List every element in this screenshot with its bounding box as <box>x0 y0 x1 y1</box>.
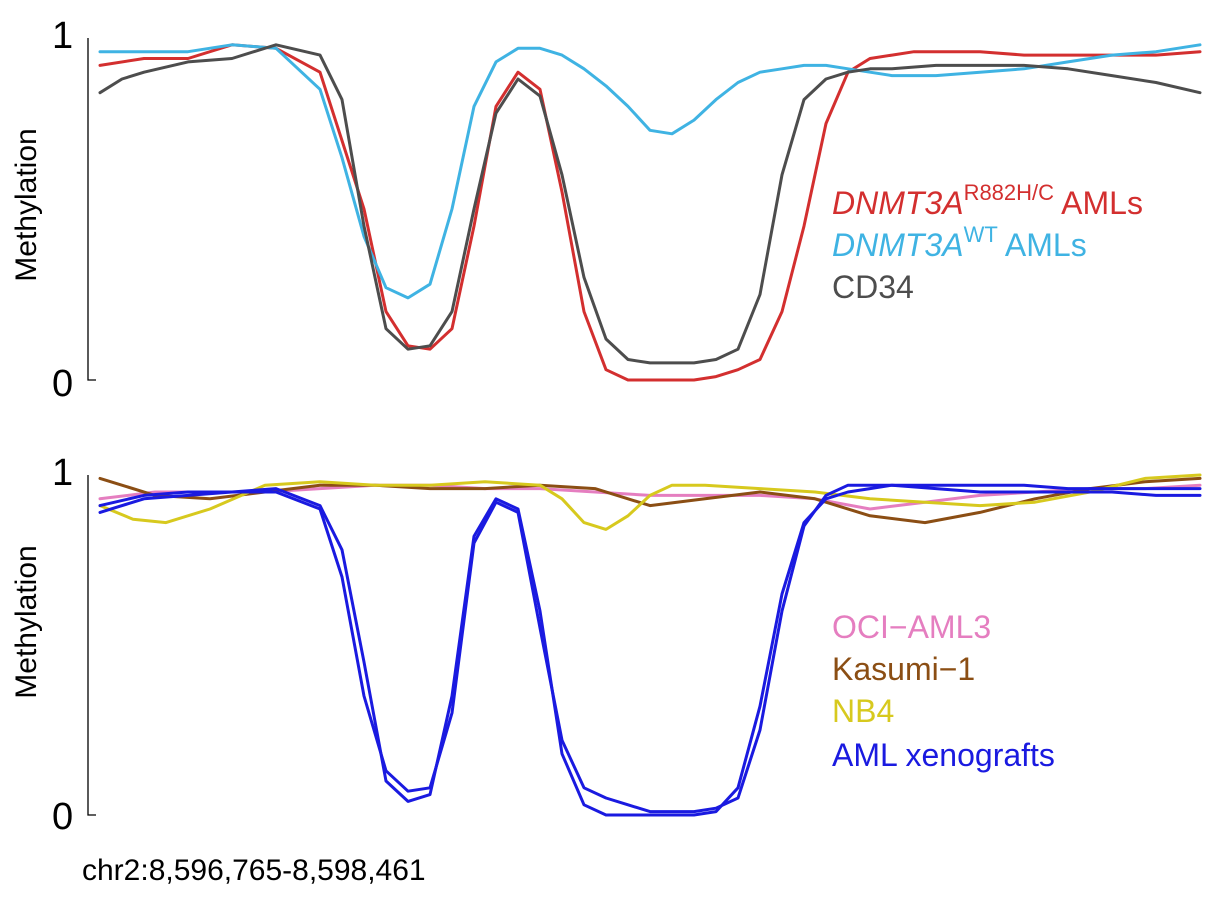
legend-entry: AML xenografts <box>832 737 1055 773</box>
legend-entry: Kasumi−1 <box>832 651 975 687</box>
legend-entry: CD34 <box>832 269 914 305</box>
series-line <box>98 483 1202 814</box>
y-axis-label: Methylation <box>10 128 43 281</box>
series-line <box>98 473 1202 531</box>
y-axis-line <box>87 38 96 381</box>
series-line <box>98 43 1202 365</box>
y-axis-label: Methylation <box>10 545 43 698</box>
legend-entry: DNMT3AR882H/C AMLs <box>832 180 1143 221</box>
legend-entry: NB4 <box>832 693 894 729</box>
legend-entry: OCI−AML3 <box>832 609 991 645</box>
panel-2: 1 0 Methylation OCI−AML3 Kasumi−1 NB4 AML xeno… <box>10 452 1202 838</box>
series-line <box>98 43 1202 300</box>
y-axis-line <box>87 475 96 816</box>
genomic-region-label: chr2:8,596,765-8,598,461 <box>82 854 426 887</box>
series-line <box>98 43 1202 382</box>
series-line <box>98 483 1202 817</box>
panel-1: 1 0 Methylation DNMT3AR882H/C AMLsDNMT3AWT … <box>10 15 1202 405</box>
y-tick-label: 0 <box>52 363 73 405</box>
legend-entry: DNMT3AWT AMLs <box>832 222 1087 263</box>
y-tick-label: 1 <box>52 452 73 494</box>
y-tick-label: 0 <box>52 796 73 838</box>
y-tick-label: 1 <box>52 15 73 57</box>
